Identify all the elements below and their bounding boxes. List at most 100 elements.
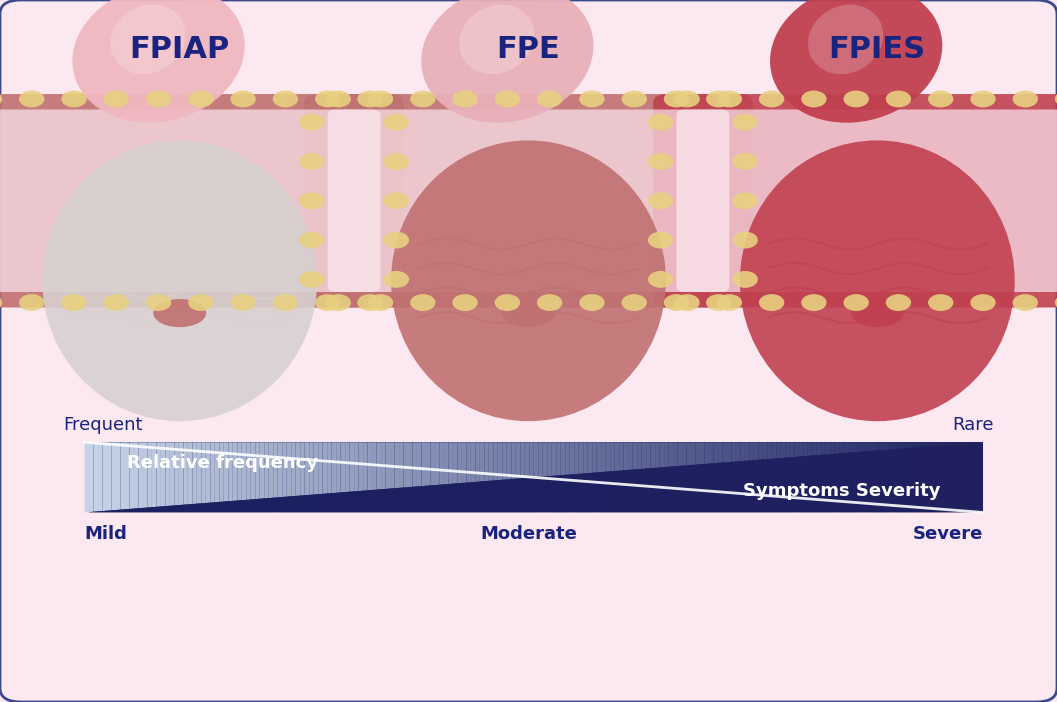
Polygon shape (642, 469, 646, 512)
Polygon shape (534, 442, 538, 477)
Polygon shape (596, 472, 601, 512)
Polygon shape (588, 442, 592, 473)
Polygon shape (238, 500, 242, 512)
Polygon shape (516, 479, 520, 512)
Circle shape (1055, 91, 1057, 107)
Polygon shape (458, 442, 462, 483)
Polygon shape (416, 442, 422, 486)
Polygon shape (242, 442, 246, 500)
Polygon shape (376, 489, 382, 512)
Circle shape (299, 192, 324, 209)
Polygon shape (494, 442, 498, 480)
Polygon shape (556, 475, 561, 512)
Circle shape (1013, 294, 1038, 311)
Polygon shape (736, 442, 740, 462)
Polygon shape (400, 487, 404, 512)
Circle shape (384, 271, 409, 288)
Polygon shape (933, 442, 939, 446)
Polygon shape (386, 489, 390, 512)
Polygon shape (120, 442, 125, 510)
Circle shape (579, 91, 605, 107)
Polygon shape (350, 442, 354, 491)
Polygon shape (197, 503, 201, 512)
Polygon shape (435, 484, 440, 512)
Polygon shape (548, 476, 552, 512)
Circle shape (299, 153, 324, 170)
Polygon shape (444, 442, 448, 484)
Polygon shape (754, 460, 759, 512)
Polygon shape (462, 483, 466, 512)
Polygon shape (803, 456, 808, 512)
Ellipse shape (110, 4, 186, 74)
Polygon shape (192, 504, 197, 512)
Polygon shape (718, 442, 723, 463)
Polygon shape (785, 442, 790, 458)
Polygon shape (843, 442, 848, 453)
Polygon shape (961, 442, 965, 444)
Circle shape (146, 294, 171, 311)
Polygon shape (165, 442, 170, 506)
Polygon shape (85, 442, 89, 512)
Polygon shape (570, 442, 574, 475)
Polygon shape (354, 491, 358, 512)
Polygon shape (781, 458, 785, 512)
Polygon shape (538, 477, 543, 512)
Polygon shape (749, 442, 754, 461)
Polygon shape (943, 442, 947, 445)
Polygon shape (530, 442, 534, 477)
Polygon shape (660, 442, 664, 468)
Circle shape (384, 232, 409, 249)
Polygon shape (583, 442, 588, 473)
Polygon shape (920, 442, 925, 447)
Polygon shape (795, 457, 799, 512)
Polygon shape (538, 442, 543, 477)
Polygon shape (871, 451, 875, 512)
Polygon shape (534, 477, 538, 512)
Circle shape (648, 153, 673, 170)
Polygon shape (210, 442, 215, 503)
FancyBboxPatch shape (676, 110, 1057, 292)
Polygon shape (915, 442, 920, 448)
Polygon shape (507, 442, 512, 479)
Polygon shape (130, 508, 134, 512)
Polygon shape (678, 442, 682, 466)
Polygon shape (835, 442, 839, 454)
Polygon shape (624, 442, 628, 470)
Polygon shape (430, 442, 435, 486)
Ellipse shape (808, 4, 884, 74)
Ellipse shape (391, 140, 666, 421)
Polygon shape (268, 442, 273, 498)
Polygon shape (579, 442, 583, 474)
Polygon shape (525, 442, 530, 478)
Polygon shape (260, 442, 264, 498)
Polygon shape (422, 486, 426, 512)
Polygon shape (480, 442, 484, 482)
Polygon shape (628, 442, 632, 470)
Circle shape (230, 91, 256, 107)
Polygon shape (422, 442, 426, 486)
Polygon shape (911, 448, 915, 512)
Ellipse shape (42, 140, 317, 421)
Polygon shape (530, 477, 534, 512)
Circle shape (357, 91, 383, 107)
Polygon shape (358, 491, 364, 512)
Polygon shape (322, 442, 328, 494)
Polygon shape (498, 480, 502, 512)
Polygon shape (808, 456, 813, 512)
Circle shape (759, 91, 784, 107)
Polygon shape (678, 466, 682, 512)
Polygon shape (574, 474, 579, 512)
Polygon shape (512, 479, 516, 512)
Polygon shape (98, 442, 103, 511)
Polygon shape (174, 505, 179, 512)
Polygon shape (965, 444, 969, 512)
Polygon shape (156, 442, 161, 507)
Polygon shape (907, 442, 911, 449)
Polygon shape (556, 442, 561, 476)
Polygon shape (458, 483, 462, 512)
Polygon shape (646, 442, 651, 469)
Polygon shape (821, 455, 826, 512)
Polygon shape (637, 469, 642, 512)
Polygon shape (875, 451, 879, 512)
Polygon shape (925, 446, 929, 512)
